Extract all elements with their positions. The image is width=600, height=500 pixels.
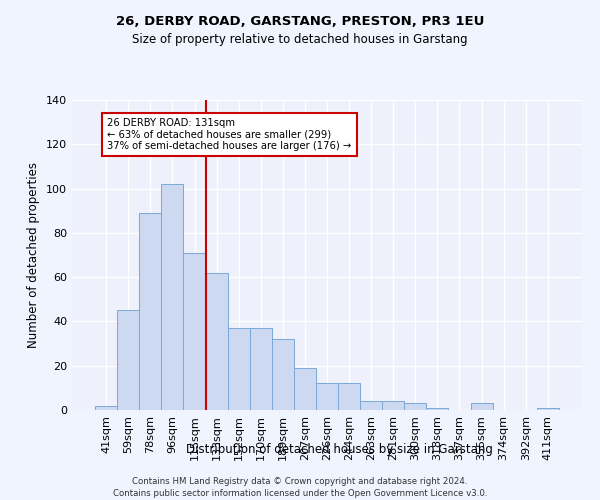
Bar [272,339,294,410]
Bar [427,408,448,410]
Text: Size of property relative to detached houses in Garstang: Size of property relative to detached ho… [132,32,468,46]
Bar [184,253,206,410]
Bar [95,406,117,410]
Bar [250,328,272,410]
Text: Distribution of detached houses by size in Garstang: Distribution of detached houses by size … [185,442,493,456]
Bar [382,401,404,410]
Bar [206,272,227,410]
Text: Contains HM Land Registry data © Crown copyright and database right 2024.: Contains HM Land Registry data © Crown c… [132,478,468,486]
Text: 26 DERBY ROAD: 131sqm
← 63% of detached houses are smaller (299)
37% of semi-det: 26 DERBY ROAD: 131sqm ← 63% of detached … [107,118,352,151]
Bar [404,404,427,410]
Bar [360,401,382,410]
Bar [537,408,559,410]
Text: 26, DERBY ROAD, GARSTANG, PRESTON, PR3 1EU: 26, DERBY ROAD, GARSTANG, PRESTON, PR3 1… [116,15,484,28]
Bar [117,310,139,410]
Bar [338,384,360,410]
Bar [227,328,250,410]
Bar [316,384,338,410]
Y-axis label: Number of detached properties: Number of detached properties [28,162,40,348]
Bar [161,184,184,410]
Text: Contains public sector information licensed under the Open Government Licence v3: Contains public sector information licen… [113,489,487,498]
Bar [470,404,493,410]
Bar [294,368,316,410]
Bar [139,213,161,410]
